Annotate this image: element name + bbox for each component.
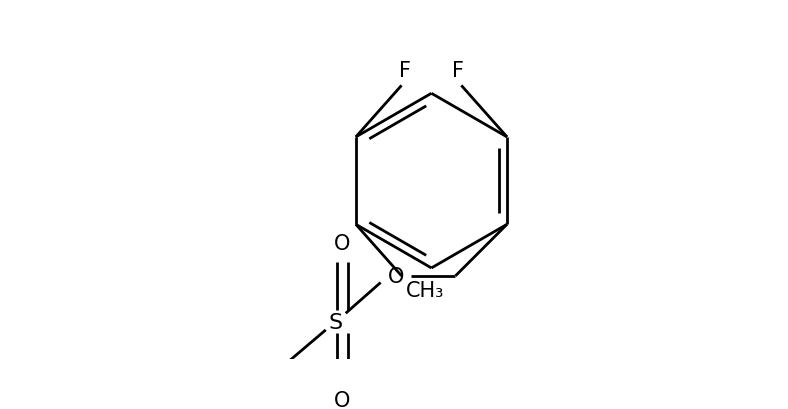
Text: S: S	[329, 312, 343, 332]
Text: O: O	[334, 234, 351, 254]
Text: CH₃: CH₃	[406, 280, 444, 300]
Text: O: O	[388, 266, 403, 286]
Text: O: O	[334, 390, 351, 409]
Text: F: F	[399, 61, 411, 81]
Text: F: F	[452, 61, 464, 81]
